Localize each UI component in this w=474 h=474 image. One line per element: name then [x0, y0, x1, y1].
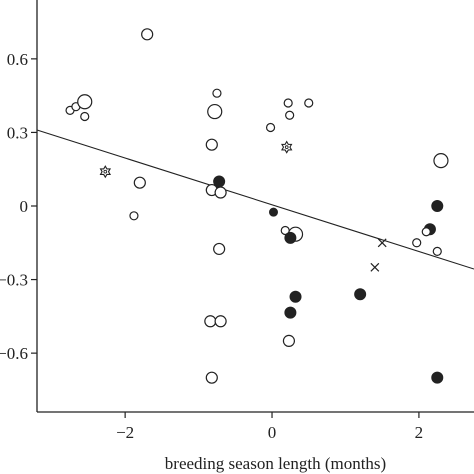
data-point-filled-circle — [268, 207, 278, 217]
data-point-filled-circle — [354, 288, 367, 301]
data-point-open-circle — [214, 315, 227, 328]
data-point-open-circle — [265, 122, 276, 133]
plot-area — [36, 0, 474, 413]
y-tick-label: −0.6 — [0, 344, 28, 363]
data-point-open-circle — [129, 211, 139, 221]
data-point-open-circle — [205, 371, 218, 384]
data-point-star — [99, 165, 112, 179]
data-point-filled-circle — [289, 290, 302, 303]
y-tick-label: −0.3 — [0, 271, 28, 290]
data-point-filled-circle — [284, 306, 297, 319]
data-point-filled-circle — [431, 371, 444, 384]
data-point-open-circle — [133, 176, 146, 189]
data-point-filled-circle — [431, 200, 444, 212]
y-tick-label: 0.6 — [7, 50, 28, 69]
data-point-open-circle — [412, 238, 422, 248]
y-tick-label: 0 — [20, 197, 29, 216]
data-point-open-circle — [80, 111, 90, 122]
x-tick-label: 0 — [268, 423, 277, 442]
data-point-open-circle — [432, 246, 442, 256]
data-point-open-circle — [421, 227, 431, 237]
data-point-open-circle — [283, 98, 293, 108]
data-point-open-circle — [212, 88, 222, 98]
x-axis-label: breeding season length (months) — [165, 454, 386, 473]
data-point-open-circle — [141, 28, 154, 41]
data-point-open-circle — [285, 110, 295, 120]
y-axis-ticks: 0.6 0.3 0 −0.3 −0.6 — [0, 50, 37, 363]
data-point-open-circle — [304, 98, 314, 108]
data-point-cross — [370, 262, 380, 272]
data-points — [65, 28, 449, 384]
x-axis-ticks: −2 0 2 — [116, 412, 423, 442]
data-point-open-circle — [214, 186, 227, 199]
data-point-open-circle — [213, 242, 226, 256]
data-point-open-circle — [282, 334, 296, 347]
data-point-open-circle — [207, 103, 223, 120]
data-point-star — [281, 140, 293, 154]
x-tick-label: −2 — [116, 423, 134, 442]
data-point-open-circle — [205, 138, 218, 151]
regression-line — [36, 129, 474, 270]
y-tick-label: 0.3 — [7, 123, 28, 142]
data-point-open-circle — [204, 315, 217, 328]
data-point-cross — [377, 238, 387, 248]
x-tick-label: 2 — [415, 423, 424, 442]
data-point-open-circle — [433, 153, 449, 169]
data-point-open-circle — [77, 94, 93, 110]
data-point-filled-circle — [284, 231, 297, 244]
